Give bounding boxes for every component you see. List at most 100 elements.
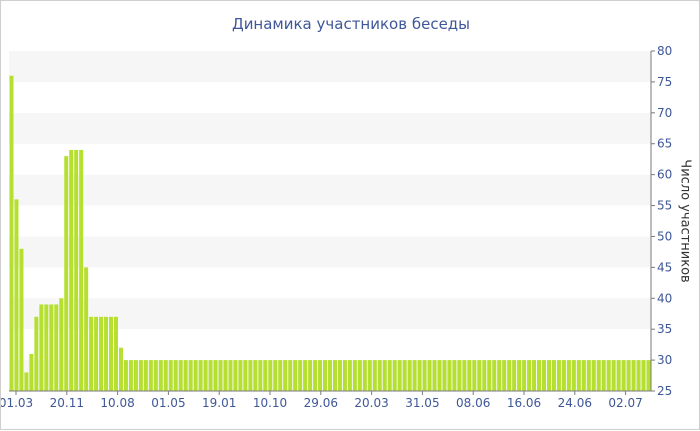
bar[interactable]	[158, 360, 163, 391]
bar[interactable]	[84, 267, 89, 391]
bar[interactable]	[263, 360, 268, 391]
bar[interactable]	[532, 360, 537, 391]
bar[interactable]	[228, 360, 233, 391]
bar[interactable]	[238, 360, 243, 391]
bar[interactable]	[253, 360, 258, 391]
bar[interactable]	[397, 360, 402, 391]
bar[interactable]	[487, 360, 492, 391]
bar[interactable]	[29, 353, 34, 391]
bar[interactable]	[387, 360, 392, 391]
bar[interactable]	[507, 360, 512, 391]
bar[interactable]	[19, 248, 24, 391]
bar[interactable]	[153, 360, 158, 391]
bar[interactable]	[626, 360, 631, 391]
bar[interactable]	[576, 360, 581, 391]
bar[interactable]	[94, 316, 99, 391]
bar[interactable]	[616, 360, 621, 391]
bar[interactable]	[243, 360, 248, 391]
bar[interactable]	[542, 360, 546, 391]
bar[interactable]	[447, 360, 452, 391]
bar[interactable]	[502, 360, 507, 391]
bar[interactable]	[522, 360, 527, 391]
bar[interactable]	[621, 360, 626, 391]
bar[interactable]	[352, 360, 357, 391]
bar[interactable]	[308, 360, 313, 391]
bar[interactable]	[24, 372, 29, 391]
bar[interactable]	[218, 360, 223, 391]
bar[interactable]	[422, 360, 427, 391]
bar[interactable]	[213, 360, 218, 391]
bar[interactable]	[64, 156, 69, 391]
bar[interactable]	[178, 360, 183, 391]
bar[interactable]	[123, 360, 128, 391]
bar[interactable]	[566, 360, 571, 391]
bar[interactable]	[457, 360, 462, 391]
bar[interactable]	[537, 360, 542, 391]
bar[interactable]	[118, 347, 123, 391]
bar[interactable]	[163, 360, 168, 391]
bar[interactable]	[641, 360, 646, 391]
bar[interactable]	[646, 360, 651, 391]
bar[interactable]	[148, 360, 153, 391]
bar[interactable]	[571, 360, 576, 391]
bar[interactable]	[372, 360, 377, 391]
bar[interactable]	[546, 360, 551, 391]
bar[interactable]	[482, 360, 487, 391]
bar[interactable]	[323, 360, 328, 391]
bar[interactable]	[298, 360, 303, 391]
bar[interactable]	[332, 360, 337, 391]
bar[interactable]	[472, 360, 477, 391]
bar[interactable]	[233, 360, 238, 391]
bar[interactable]	[462, 360, 467, 391]
bar[interactable]	[452, 360, 457, 391]
bar[interactable]	[392, 360, 397, 391]
bar[interactable]	[183, 360, 188, 391]
bar[interactable]	[188, 360, 193, 391]
bar[interactable]	[39, 304, 44, 391]
bar[interactable]	[208, 360, 213, 391]
bar[interactable]	[288, 360, 293, 391]
bar[interactable]	[606, 360, 611, 391]
bar[interactable]	[417, 360, 422, 391]
bar[interactable]	[596, 360, 601, 391]
bar[interactable]	[258, 360, 263, 391]
bar[interactable]	[337, 360, 342, 391]
bar[interactable]	[313, 360, 318, 391]
bar[interactable]	[556, 360, 561, 391]
bar[interactable]	[527, 360, 532, 391]
bar[interactable]	[34, 316, 39, 391]
bar[interactable]	[342, 360, 347, 391]
bar[interactable]	[104, 316, 109, 391]
bar[interactable]	[128, 360, 133, 391]
bar[interactable]	[357, 360, 362, 391]
bar[interactable]	[203, 360, 208, 391]
bar[interactable]	[173, 360, 178, 391]
bar[interactable]	[437, 360, 442, 391]
bar[interactable]	[382, 360, 387, 391]
bar[interactable]	[581, 360, 586, 391]
bar[interactable]	[347, 360, 352, 391]
bar[interactable]	[273, 360, 278, 391]
bar[interactable]	[407, 360, 412, 391]
bar[interactable]	[49, 304, 54, 391]
bar[interactable]	[631, 360, 636, 391]
bar[interactable]	[477, 360, 482, 391]
bar[interactable]	[492, 360, 497, 391]
bar[interactable]	[138, 360, 143, 391]
bar[interactable]	[74, 149, 79, 391]
bar[interactable]	[223, 360, 228, 391]
bar[interactable]	[586, 360, 591, 391]
bar[interactable]	[59, 298, 64, 391]
bar[interactable]	[44, 304, 49, 391]
bar[interactable]	[198, 360, 203, 391]
bar[interactable]	[432, 360, 437, 391]
bar[interactable]	[561, 360, 566, 391]
bar[interactable]	[248, 360, 253, 391]
bar[interactable]	[318, 360, 323, 391]
bar[interactable]	[143, 360, 148, 391]
bar[interactable]	[402, 360, 407, 391]
bar[interactable]	[69, 149, 74, 391]
bar[interactable]	[89, 316, 94, 391]
bar[interactable]	[168, 360, 173, 391]
bar[interactable]	[442, 360, 447, 391]
